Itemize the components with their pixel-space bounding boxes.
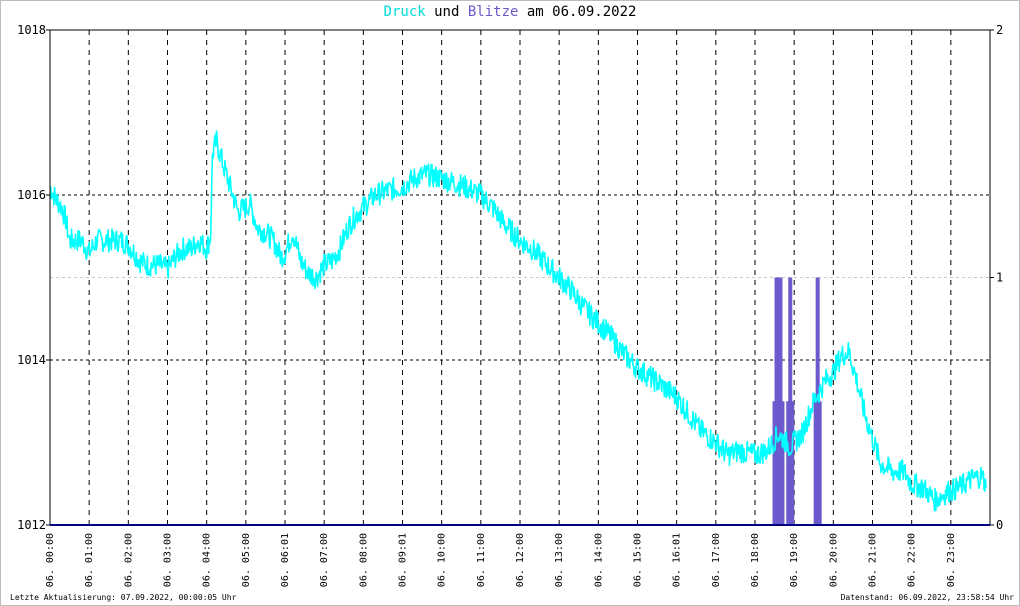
x-tick-label: 06. 10:00 [437,533,448,587]
y-left-tick-label: 1018 [17,23,46,37]
x-tick-label: 06. 05:00 [241,533,252,587]
grid [50,30,990,525]
title-connector: und [425,4,468,20]
y-right-axis: 0 1 2 [996,23,1003,532]
x-tick-label: 06. 20:00 [828,533,839,587]
x-tick-label: 06. 12:00 [515,533,526,587]
x-tick-label: 06. 06:01 [280,533,291,587]
x-tick-label: 06. 16:01 [672,533,683,587]
x-tick-label: 06. 04:00 [202,533,213,587]
x-tick-label: 06. 01:00 [84,533,95,587]
pressure-series [49,130,987,512]
title-date: am 06.09.2022 [518,4,637,20]
x-tick-label: 06. 11:00 [476,533,487,587]
x-tick-label: 06. 00:00 [45,533,56,587]
title-lightning: Blitze [467,4,519,20]
y-left-tick-label: 1016 [17,188,46,202]
y-right-tick-label: 2 [996,23,1003,37]
x-tick-label: 06. 22:00 [907,533,918,587]
chart-title: Druck und Blitze am 06.09.2022 [0,4,1020,20]
title-pressure: Druck [383,4,426,20]
x-tick-label: 06. 17:00 [711,533,722,587]
x-tick-label: 06. 23:00 [946,533,957,587]
x-tick-label: 06. 07:00 [319,533,330,587]
x-axis: 06. 00:00 06. 01:00 06. 02:00 06. 03:00 06. … [45,533,957,587]
x-tick-label: 06. 13:00 [554,533,565,587]
axes [46,29,994,526]
x-tick-label: 06. 03:00 [163,533,174,587]
y-right-tick-label: 1 [996,271,1003,285]
x-tick-label: 06. 19:00 [789,533,800,587]
last-update-text: Letzte Aktualisierung: 07.09.2022, 00:00… [10,593,237,602]
x-tick-label: 06. 09:01 [398,533,409,587]
x-tick-label: 06. 15:00 [633,533,644,587]
x-tick-label: 06. 08:00 [358,533,369,587]
y-right-tick-label: 0 [996,518,1003,532]
x-tick-label: 06. 18:00 [750,533,761,587]
y-left-tick-label: 1014 [17,353,46,367]
lightning-bar-inner [786,401,795,525]
lightning-bar-inner [813,401,822,525]
x-tick-label: 06. 21:00 [868,533,879,587]
x-tick-label: 06. 14:00 [593,533,604,587]
y-left-axis: 1012 1014 1016 1018 [17,23,46,532]
y-left-tick-label: 1012 [17,518,46,532]
lightning-series [772,277,822,525]
data-status-text: Datenstand: 06.09.2022, 23:58:54 Uhr [840,593,1014,602]
pressure-line [49,130,987,512]
x-tick-label: 06. 02:00 [123,533,134,587]
lightning-bar-inner [776,401,785,525]
